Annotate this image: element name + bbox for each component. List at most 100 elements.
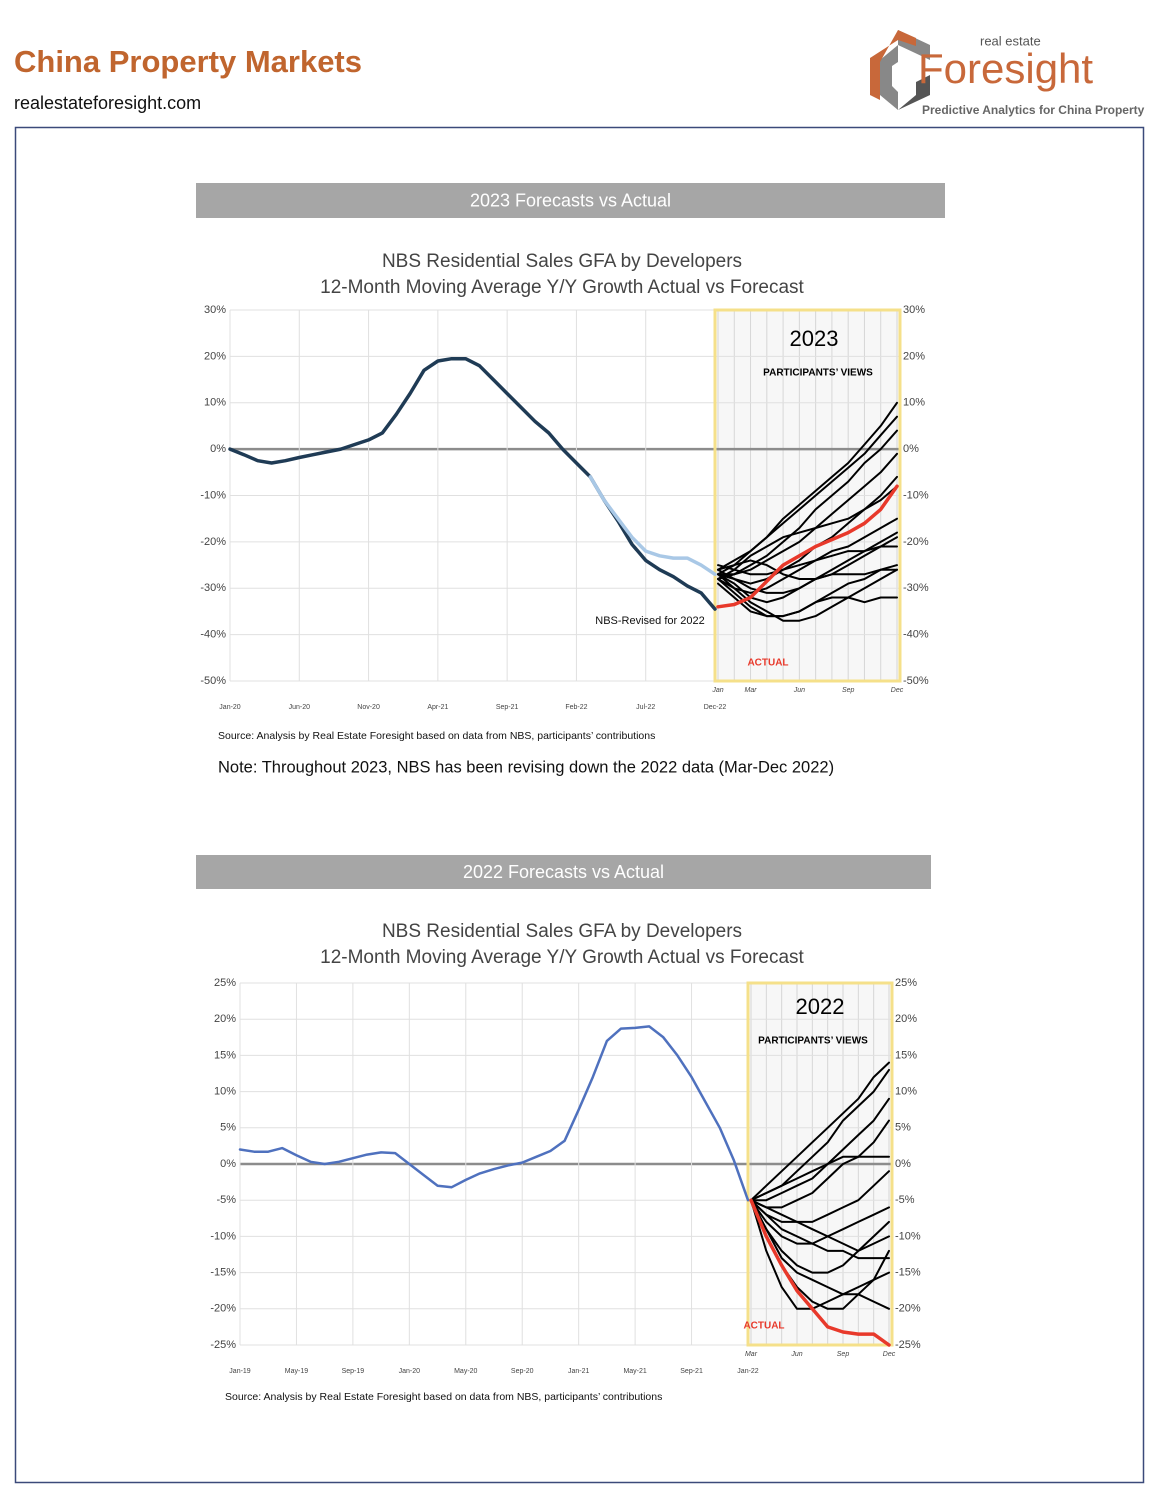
x-tick-label: Sep-21 <box>680 1368 703 1375</box>
actual-label: ACTUAL <box>743 1321 784 1332</box>
banner <box>196 183 945 218</box>
x-tick-label: May-21 <box>623 1368 646 1375</box>
x-tick-label: Jan-22 <box>737 1368 759 1375</box>
actual-line <box>228 356 717 611</box>
forecast-line <box>750 1199 890 1274</box>
forecast-line <box>717 582 898 618</box>
y2-tick-label: -20% <box>895 1303 921 1315</box>
forecast-x-tick-label: Dec <box>891 687 904 694</box>
source: Source: Analysis by Real Estate Foresigh… <box>225 1391 662 1403</box>
x-tick-label: Jan-20 <box>219 704 241 711</box>
forecast-x-tick-label: Jan <box>711 687 723 694</box>
forecast-subtitle: PARTICIPANTS’ VIEWS <box>758 1036 868 1047</box>
y2-tick-label: 10% <box>903 397 925 409</box>
y2-tick-label: -50% <box>903 675 929 687</box>
y-tick-label: 0% <box>210 443 226 455</box>
y2-tick-label: 0% <box>895 1158 911 1170</box>
y2-tick-label: 5% <box>895 1122 911 1134</box>
y-tick-label: 20% <box>214 1013 236 1025</box>
y-tick-label: 5% <box>220 1122 236 1134</box>
x-tick-label: Nov-20 <box>357 704 380 711</box>
y-tick-label: -10% <box>210 1230 236 1242</box>
forecast-x-tick-label: Jun <box>793 687 805 694</box>
x-tick-label: Jun-20 <box>289 704 311 711</box>
y-tick-label: 20% <box>204 350 226 362</box>
y2-tick-label: 30% <box>903 304 925 316</box>
chart-subtitle: 12-Month Moving Average Y/Y Growth Actua… <box>320 277 804 298</box>
y2-tick-label: 25% <box>895 977 917 989</box>
actual-line <box>588 475 717 577</box>
banner <box>196 855 931 889</box>
forecast-line <box>717 545 898 576</box>
logo-mark-shadow <box>898 75 930 110</box>
forecast-line <box>717 536 898 594</box>
forecast-line <box>750 1199 890 1310</box>
forecast-line <box>750 1199 890 1310</box>
actual-line <box>716 484 899 609</box>
page-title: China Property Markets <box>14 44 362 79</box>
logo-mark-accent <box>870 30 916 100</box>
y-tick-label: 30% <box>204 304 226 316</box>
x-tick-label: Feb-22 <box>565 704 587 711</box>
forecast-line <box>717 485 898 580</box>
forecast-line <box>750 1155 890 1202</box>
forecast-x-tick-label: Sep <box>837 1351 850 1358</box>
forecast-title: 2022 <box>796 994 845 1019</box>
x-tick-label: Sep-21 <box>496 704 519 711</box>
y-tick-label: -50% <box>200 675 226 687</box>
x-tick-label: Sep-20 <box>511 1368 534 1375</box>
y2-tick-label: 15% <box>895 1049 917 1061</box>
y2-tick-label: -25% <box>895 1339 921 1351</box>
x-tick-label: Jan-19 <box>229 1368 251 1375</box>
banner-title: 2023 Forecasts vs Actual <box>470 190 671 210</box>
y2-tick-label: 20% <box>903 350 925 362</box>
banner-title: 2022 Forecasts vs Actual <box>463 862 664 882</box>
y2-tick-label: 10% <box>895 1086 917 1098</box>
forecast-line <box>750 1170 890 1223</box>
forecast-x-tick-label: Mar <box>745 687 758 694</box>
forecast-subtitle: PARTICIPANTS’ VIEWS <box>763 368 873 379</box>
forecast-line <box>750 1199 890 1245</box>
x-tick-label: Jul-22 <box>636 704 655 711</box>
y-tick-label: -20% <box>200 536 226 548</box>
y-tick-label: 0% <box>220 1158 236 1170</box>
content-frame <box>14 126 1145 1484</box>
forecast-line <box>717 517 898 594</box>
y2-tick-label: -10% <box>903 489 929 501</box>
forecast-line <box>750 1119 890 1209</box>
y-tick-label: -40% <box>200 629 226 641</box>
forecast-title: 2023 <box>790 326 839 351</box>
y-tick-label: 15% <box>214 1049 236 1061</box>
y-tick-label: -20% <box>210 1303 236 1315</box>
y2-tick-label: -10% <box>895 1230 921 1242</box>
logo-tagline: Predictive Analytics for China Property <box>922 103 1145 117</box>
forecast-line <box>750 1199 890 1260</box>
y-tick-label: -25% <box>210 1339 236 1351</box>
forecast-line <box>717 559 898 580</box>
y2-tick-label: -40% <box>903 629 929 641</box>
forecast-line <box>717 452 898 576</box>
logo-mark <box>880 30 930 110</box>
source: Source: Analysis by Real Estate Foresigh… <box>218 730 655 742</box>
x-tick-label: May-19 <box>285 1368 308 1375</box>
y2-tick-label: 0% <box>903 443 919 455</box>
forecast-line <box>717 429 898 580</box>
forecast-frame <box>713 308 902 683</box>
y-tick-label: -15% <box>210 1267 236 1279</box>
forecast-line <box>717 415 898 571</box>
logo-name: Foresight <box>918 45 1093 92</box>
site-url: realestateforesight.com <box>14 93 201 113</box>
series-label: NBS-Revised for 2022 <box>595 615 704 627</box>
forecast-x-tick-label: Jun <box>790 1351 802 1358</box>
x-tick-label: Dec-22 <box>704 704 727 711</box>
logo-small: real estate <box>980 33 1041 48</box>
y2-tick-label: 20% <box>895 1013 917 1025</box>
actual-line <box>238 1025 750 1202</box>
x-tick-label: May-20 <box>454 1368 477 1375</box>
y-tick-label: 10% <box>214 1086 236 1098</box>
x-tick-label: Jan-21 <box>568 1368 590 1375</box>
forecast-frame <box>746 981 894 1347</box>
y-tick-label: -10% <box>200 489 226 501</box>
y-tick-label: -30% <box>200 582 226 594</box>
